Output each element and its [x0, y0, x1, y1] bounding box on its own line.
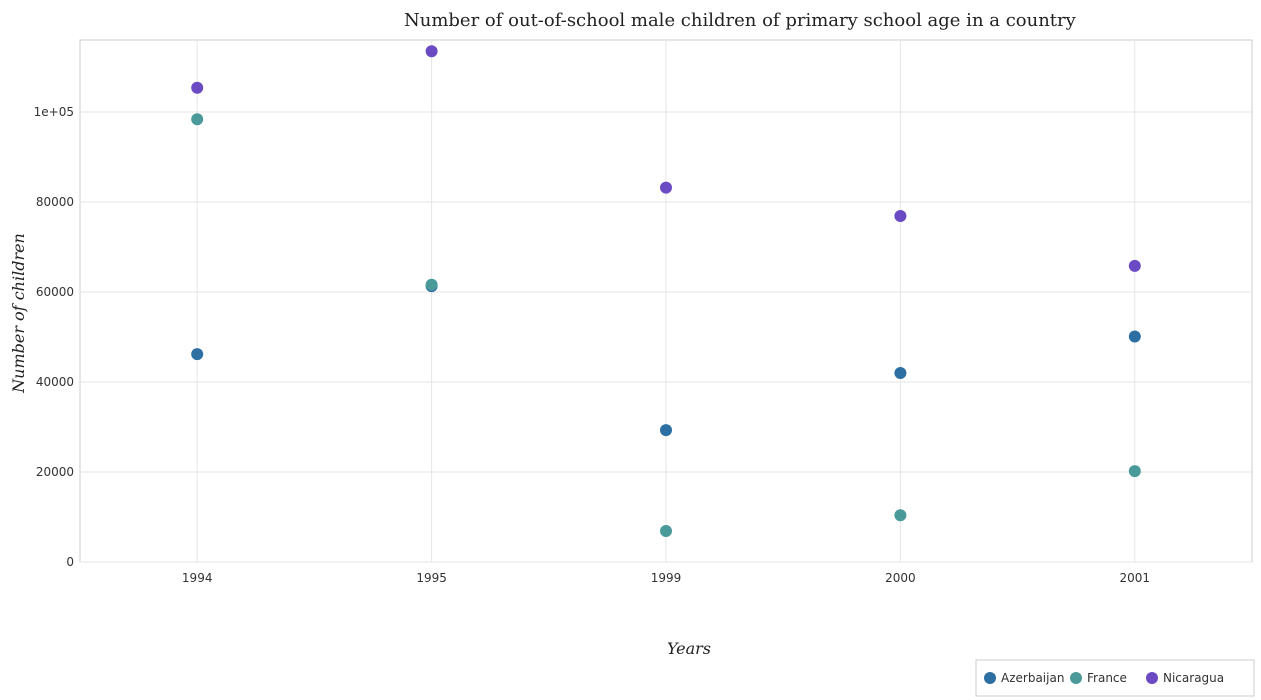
point-nicaragua-1999	[660, 181, 672, 194]
x-axis-label: Years	[667, 639, 711, 658]
y-tick-label: 0	[66, 555, 74, 569]
point-nicaragua-1995	[425, 45, 438, 58]
legend-label-nicaragua: Nicaragua	[1163, 671, 1224, 685]
x-tick-label: 1994	[182, 571, 213, 585]
legend-marker-france	[1070, 672, 1082, 684]
legend-label-azerbaijan: Azerbaijan	[1001, 671, 1064, 685]
point-france-1994	[191, 113, 204, 126]
y-axis-label: Number of children	[9, 233, 28, 394]
point-france-1999	[660, 524, 672, 537]
point-azerbaijan-1999	[660, 424, 672, 437]
point-nicaragua-2001	[1128, 259, 1141, 272]
legend: Azerbaijan France Nicaragua	[975, 659, 1255, 697]
y-tick-label: 80000	[36, 195, 74, 209]
y-tick-label: 1e+05	[34, 105, 74, 119]
legend-marker-nicaragua	[1146, 672, 1158, 684]
legend-label-france: France	[1087, 671, 1127, 685]
y-tick-label: 60000	[36, 285, 74, 299]
x-tick-label: 2000	[885, 571, 916, 585]
x-tick-label: 1999	[651, 571, 682, 585]
legend-marker-azerbaijan	[984, 672, 996, 684]
y-tick-label: 40000	[36, 375, 74, 389]
x-tick-label: 2001	[1120, 571, 1151, 585]
legend-box	[975, 659, 1255, 697]
point-azerbaijan-2001	[1128, 330, 1141, 343]
y-tick-label: 20000	[36, 465, 74, 479]
chart-title: Number of out-of-school male children of…	[404, 10, 1077, 31]
point-france-1995	[425, 278, 438, 291]
point-azerbaijan-1994	[191, 348, 204, 361]
point-azerbaijan-2000	[894, 367, 907, 379]
point-nicaragua-1994	[191, 81, 204, 94]
point-france-2000	[894, 509, 907, 522]
point-france-2001	[1128, 465, 1141, 478]
plot-area: 0 20000 40000 60000 80000 1e+05 1994 1995 1999 20…	[34, 39, 1253, 585]
point-nicaragua-2000	[894, 209, 907, 222]
x-tick-label: 1995	[416, 571, 447, 585]
